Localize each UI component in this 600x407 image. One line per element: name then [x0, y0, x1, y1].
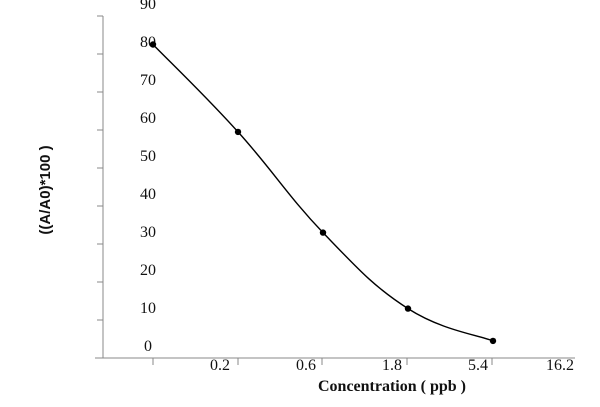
- x-tick-label: 5.4: [468, 357, 488, 374]
- y-tick-label: 70: [140, 72, 156, 89]
- data-point: [234, 128, 242, 136]
- y-tick-label: 60: [140, 110, 156, 127]
- data-point: [319, 229, 327, 236]
- x-tick-label: 0.2: [210, 357, 230, 374]
- y-tick-label: 50: [140, 148, 156, 165]
- y-tick-label: 20: [140, 262, 156, 279]
- y-tick-label: 30: [140, 224, 156, 241]
- y-axis-title: ((A/A0)*100 ): [37, 145, 54, 234]
- data-point: [489, 337, 497, 345]
- y-tick-label: 40: [140, 186, 156, 203]
- series-line: [152, 44, 494, 342]
- data-points: [149, 41, 497, 345]
- x-ticks: 0.2 0.6 1.8 5.4 16.2: [152, 357, 574, 374]
- x-tick-label: 1.8: [382, 357, 402, 374]
- data-point: [404, 305, 412, 312]
- x-tick-label: 16.2: [546, 357, 574, 374]
- x-tick-label: 0.6: [296, 357, 316, 374]
- y-tick-label: 90: [140, 0, 156, 13]
- y-tick-label: 0: [144, 338, 152, 355]
- y-tick-label: 10: [140, 300, 156, 317]
- data-point: [149, 41, 157, 48]
- x-axis-title: Concentration ( ppb ): [318, 378, 466, 395]
- axes: [95, 16, 575, 359]
